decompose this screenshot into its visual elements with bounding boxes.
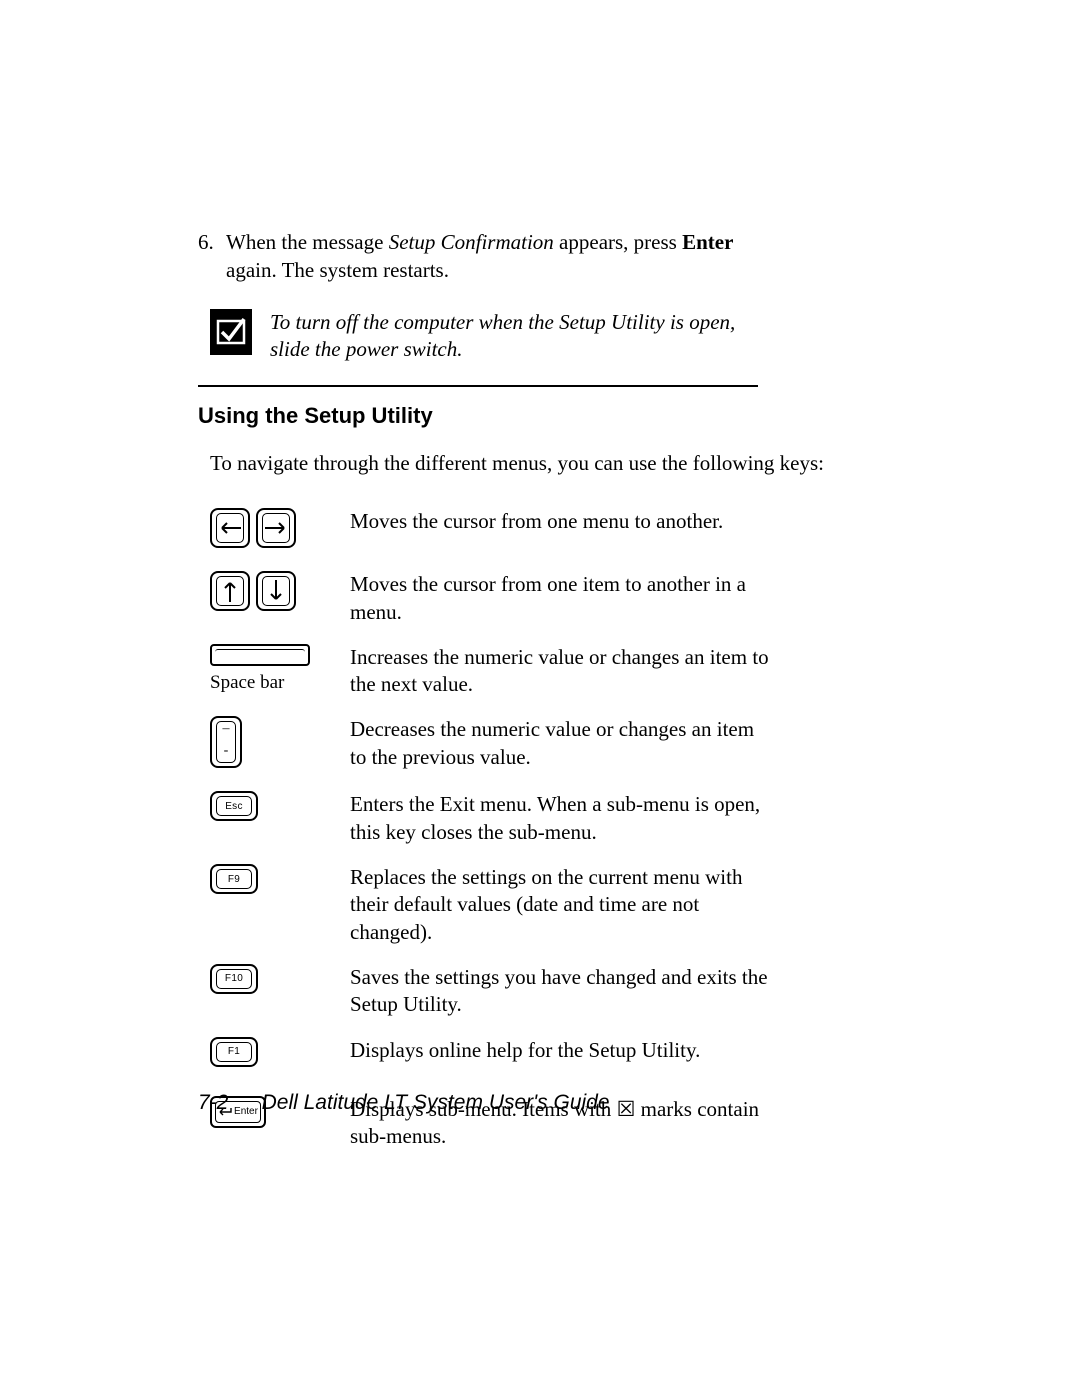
key-row-f10: F10 Saves the settings you have changed … [210, 964, 922, 1019]
step-text: When the message Setup Confirmation appe… [226, 228, 766, 285]
key-desc: Moves the cursor from one item to anothe… [350, 571, 770, 626]
esc-key-icon: Esc [210, 791, 258, 821]
minus-key-icon: – - [210, 716, 242, 768]
key-label: Esc [216, 796, 252, 816]
text-fragment: again. The system restarts. [226, 258, 449, 282]
step-6: 6. When the message Setup Confirmation a… [198, 228, 922, 285]
section-title: Using the Setup Utility [198, 403, 922, 429]
f9-key-icon: F9 [210, 864, 258, 894]
key-desc: Decreases the numeric value or changes a… [350, 716, 770, 771]
key-desc: Replaces the settings on the current men… [350, 864, 770, 946]
document-page: 6. When the message Setup Confirmation a… [0, 0, 1080, 1397]
key-glyph-cell: Space bar [210, 644, 350, 694]
key-table: Moves the cursor from one menu to anothe… [210, 508, 922, 1150]
text-italic: Setup Confirmation [389, 230, 554, 254]
arrow-right-key-icon [256, 508, 296, 548]
arrow-up-key-icon [210, 571, 250, 611]
key-row-arrows-ud: Moves the cursor from one item to anothe… [210, 571, 922, 626]
key-label: F10 [216, 969, 252, 989]
step-number: 6. [198, 228, 226, 256]
page-footer: 7-2 Dell Latitude LT System User's Guide [198, 1090, 610, 1115]
submenu-mark-icon: ☒ [617, 1098, 636, 1121]
key-glyph-cell: F9 [210, 864, 350, 899]
f1-key-icon: F1 [210, 1037, 258, 1067]
key-glyph-cell [210, 571, 350, 616]
footer-title: Dell Latitude LT System User's Guide [262, 1091, 610, 1114]
f10-key-icon: F10 [210, 964, 258, 994]
section-divider [198, 385, 758, 387]
key-row-spacebar: Space bar Increases the numeric value or… [210, 644, 922, 699]
key-glyph-cell: F1 [210, 1037, 350, 1072]
text-bold: Enter [682, 230, 733, 254]
key-desc: Saves the settings you have changed and … [350, 964, 770, 1019]
key-glyph-cell: F10 [210, 964, 350, 999]
key-glyph-cell: Esc [210, 791, 350, 826]
key-row-arrows-lr: Moves the cursor from one menu to anothe… [210, 508, 922, 553]
key-label: F9 [216, 869, 252, 889]
arrow-left-key-icon [210, 508, 250, 548]
key-desc: Displays online help for the Setup Utili… [350, 1037, 700, 1064]
page-number: 7-2 [198, 1091, 228, 1114]
spacebar-label: Space bar [210, 672, 350, 694]
intro-text: To navigate through the different menus,… [210, 451, 922, 476]
key-row-minus: – - Decreases the numeric value or chang… [210, 716, 922, 773]
arrow-down-key-icon [256, 571, 296, 611]
key-label: F1 [216, 1042, 252, 1062]
key-glyph-cell: – - [210, 716, 350, 773]
checkmark-icon [210, 309, 252, 355]
key-row-esc: Esc Enters the Exit menu. When a sub-men… [210, 791, 922, 846]
note: To turn off the computer when the Setup … [198, 309, 922, 364]
note-text: To turn off the computer when the Setup … [270, 309, 770, 364]
text-fragment: When the message [226, 230, 389, 254]
key-desc: Increases the numeric value or changes a… [350, 644, 770, 699]
key-desc: Enters the Exit menu. When a sub-menu is… [350, 791, 770, 846]
key-row-f9: F9 Replaces the settings on the current … [210, 864, 922, 946]
key-glyph-cell [210, 508, 350, 553]
text-fragment: appears, press [554, 230, 682, 254]
key-row-f1: F1 Displays online help for the Setup Ut… [210, 1037, 922, 1072]
spacebar-key-icon [210, 644, 310, 666]
key-desc: Moves the cursor from one menu to anothe… [350, 508, 723, 535]
